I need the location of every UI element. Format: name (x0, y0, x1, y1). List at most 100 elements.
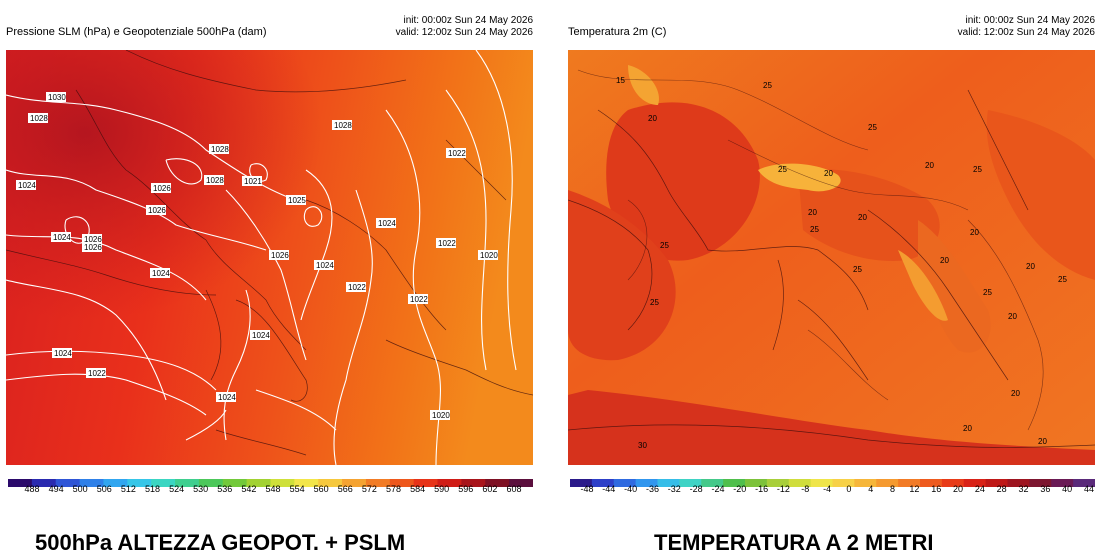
isobar-label: 1022 (86, 368, 106, 378)
colorbar-tick-label: 572 (361, 484, 377, 494)
temperature-panel: Temperatura 2m (C) init: 00:00z Sun 24 M… (562, 0, 1102, 558)
colorbar-tick-label: 608 (506, 484, 522, 494)
colorbar-swatch (963, 479, 987, 487)
isobar-label: 1022 (408, 294, 428, 304)
svg-text:1024: 1024 (378, 219, 396, 228)
svg-text:1026: 1026 (271, 251, 289, 260)
colorbar-swatch (745, 479, 768, 487)
colorbar-tick-label: 20 (953, 484, 964, 494)
temperature-map[interactable]: 15 20 25 20 25 20 25 20 20 25 25 20 25 2… (568, 50, 1095, 465)
warm-land-areas (568, 102, 1095, 465)
svg-text:1026: 1026 (148, 206, 166, 215)
colorbar-tick-label: 40 (1062, 484, 1073, 494)
colorbar-swatch (437, 479, 462, 487)
isobar-label: 1026 (82, 242, 102, 252)
colorbar-tick-label: 542 (241, 484, 257, 494)
isobar-label: 1024 (250, 330, 270, 340)
isotherm-label: 25 (868, 123, 877, 132)
isotherm-label: 20 (1008, 312, 1017, 321)
colorbar-tick-label: 524 (169, 484, 185, 494)
colorbar-tick-label: -48 (580, 484, 594, 494)
isobar-label: 1025 (286, 195, 306, 205)
pressure-colorbar-swatches (8, 479, 534, 487)
colorbar-swatch (294, 479, 319, 487)
svg-text:1022: 1022 (88, 369, 106, 378)
colorbar-swatch (1007, 479, 1030, 487)
svg-text:1024: 1024 (54, 349, 72, 358)
colorbar-swatch (413, 479, 439, 487)
isotherm-label: 20 (648, 114, 657, 123)
colorbar-tick-label: 596 (458, 484, 474, 494)
pressure-map[interactable]: 1030 1028 1024 1026 1028 1028 1026 1024 … (6, 50, 533, 465)
colorbar-tick-label: 0 (846, 484, 852, 494)
colorbar-swatch (941, 479, 965, 487)
colorbar-swatch (591, 479, 615, 487)
svg-text:1024: 1024 (152, 269, 170, 278)
svg-text:1028: 1028 (30, 114, 48, 123)
colorbar-swatch (8, 479, 33, 487)
isobar-label: 1026 (82, 234, 102, 244)
left-panel-caption: 500hPa ALTEZZA GEOPOT. + PSLM (35, 530, 406, 555)
colorbar-tick-label: 548 (265, 484, 281, 494)
isotherm-label: 25 (650, 298, 659, 307)
colorbar-swatch (657, 479, 680, 487)
colorbar-swatch (461, 479, 486, 487)
svg-text:1021: 1021 (244, 177, 262, 186)
colorbar-swatch (788, 479, 812, 487)
colorbar-tick-label: -32 (667, 484, 681, 494)
coastlines (568, 89, 1095, 448)
colorbar-swatch (1073, 479, 1096, 487)
colorbar-swatch (832, 479, 855, 487)
colorbar-swatch (701, 479, 724, 487)
isotherm-label: 20 (970, 228, 979, 237)
colorbar-tick-label: 36 (1040, 484, 1051, 494)
colorbar-tick-label: -12 (776, 484, 790, 494)
colorbar-tick-label: 4 (868, 484, 874, 494)
svg-text:1026: 1026 (153, 184, 171, 193)
isotherm-label: 20 (963, 424, 972, 433)
colorbar-swatch (55, 479, 81, 487)
isobars (6, 50, 517, 465)
isotherm-label: 25 (853, 265, 862, 274)
colorbar-swatch (246, 479, 271, 487)
right-run-info: init: 00:00z Sun 24 May 2026 valid: 12:0… (902, 15, 1095, 39)
isobar-label: 1022 (446, 148, 466, 158)
isotherm-label: 20 (1011, 389, 1020, 398)
coastlines (6, 50, 533, 456)
isotherm-label: 20 (1026, 262, 1035, 271)
colorbar-tick-label: 488 (24, 484, 40, 494)
isotherm-label: 25 (973, 165, 982, 174)
svg-text:1024: 1024 (316, 261, 334, 270)
colorbar-swatch (876, 479, 899, 487)
isobar-label: 1028 (209, 144, 229, 154)
svg-text:1028: 1028 (206, 176, 224, 185)
isotherm-label: 25 (810, 225, 819, 234)
left-run-info: init: 00:00z Sun 24 May 2026 valid: 12:0… (340, 15, 533, 39)
isotherm-label: 25 (660, 241, 669, 250)
mountain-cool-areas (628, 65, 948, 321)
colorbar-swatch (175, 479, 200, 487)
isobar-label: 1024 (314, 260, 334, 270)
colorbar-tick-label: 560 (313, 484, 329, 494)
pressure-geopotential-panel: Pressione SLM (hPa) e Geopotenziale 500h… (0, 0, 540, 558)
svg-text:1024: 1024 (252, 331, 270, 340)
isobar-label: 1024 (376, 218, 396, 228)
isobar-label: 1021 (242, 176, 262, 186)
colorbar-swatch (270, 479, 295, 487)
colorbar-tick-label: -4 (823, 484, 832, 494)
colorbar-swatch (79, 479, 104, 487)
isotherm-label: 20 (858, 213, 867, 222)
colorbar-swatch (485, 479, 510, 487)
colorbar-swatch (920, 479, 943, 487)
isotherm-label: 25 (763, 81, 772, 90)
colorbar-swatch (723, 479, 746, 487)
colorbar-tick-label: 12 (909, 484, 920, 494)
colorbar-tick-label: 530 (193, 484, 209, 494)
isotherm-label: 30 (638, 441, 647, 450)
colorbar-swatch (318, 479, 343, 487)
colorbar-swatch (898, 479, 921, 487)
colorbar-swatch (679, 479, 702, 487)
svg-text:1024: 1024 (53, 233, 71, 242)
colorbar-tick-label: 590 (434, 484, 450, 494)
isobar-label: 1026 (151, 183, 171, 193)
